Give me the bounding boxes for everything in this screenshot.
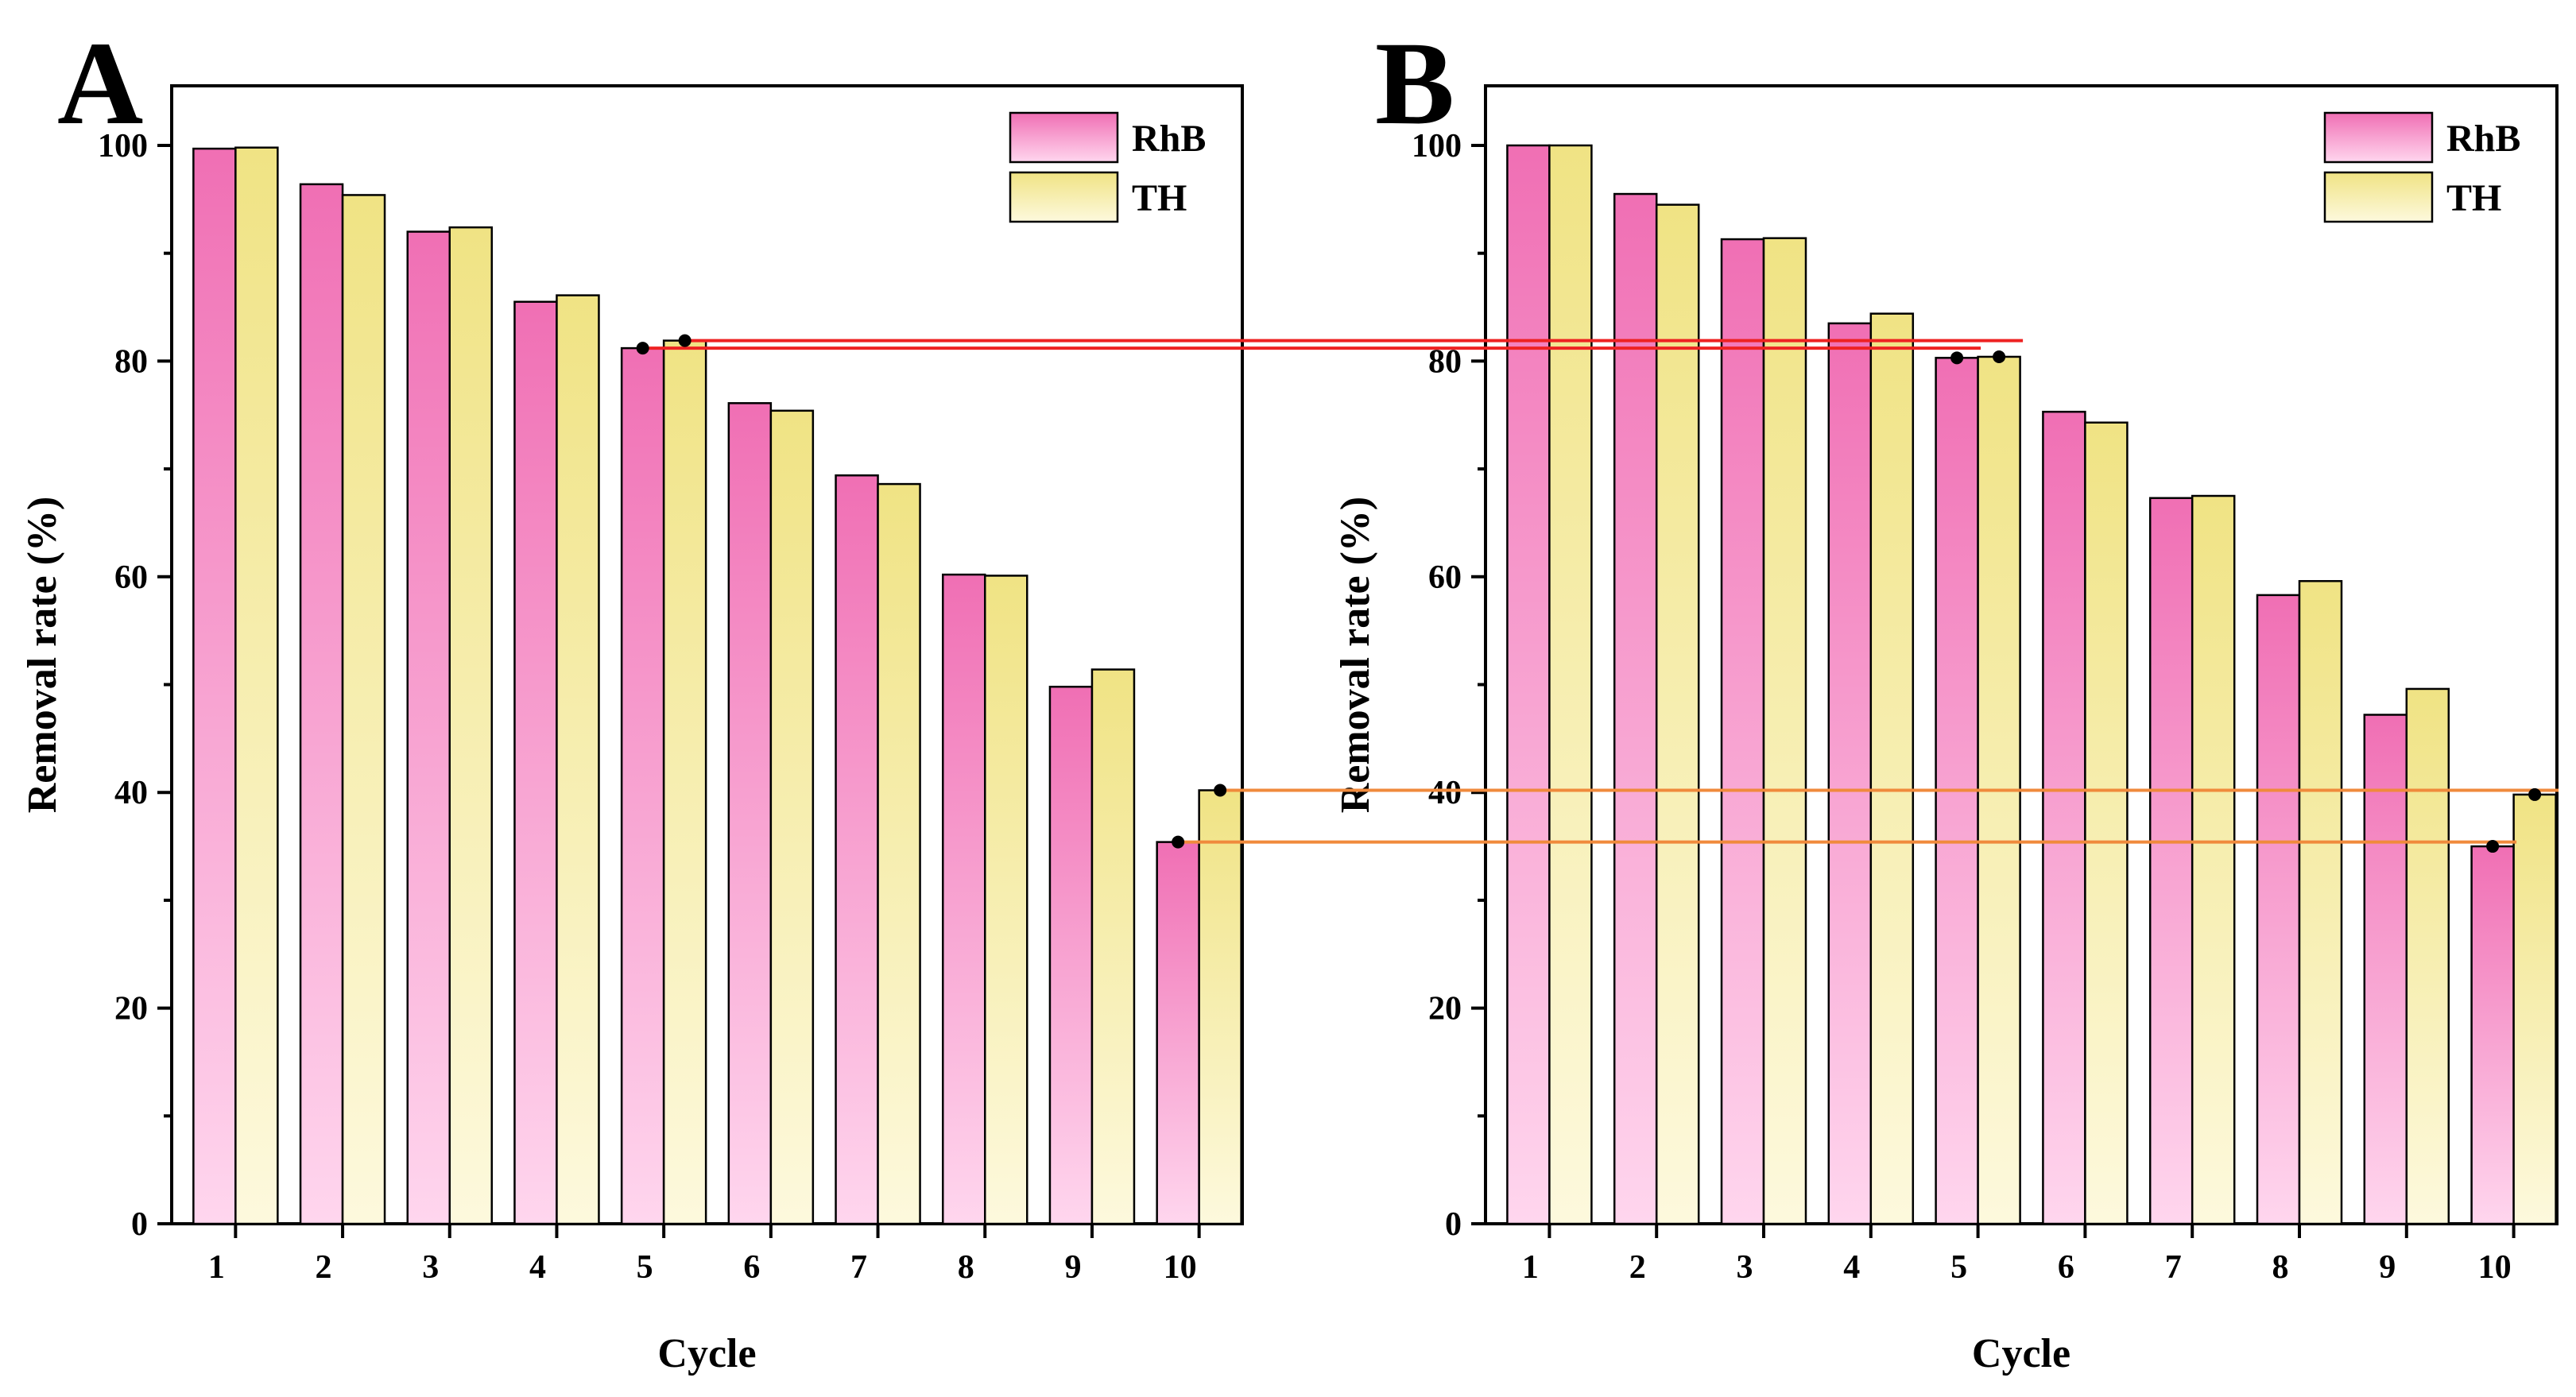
bar-rhb-cycle-7 bbox=[2148, 497, 2194, 1225]
bar-th-cycle-6 bbox=[2084, 421, 2129, 1225]
x-tick-label: 1 bbox=[1522, 1249, 1539, 1286]
panel-letter: B bbox=[1375, 17, 1455, 149]
x-tick-label: 1 bbox=[208, 1249, 225, 1286]
x-tick-label: 7 bbox=[850, 1249, 867, 1286]
y-tick-label: 60 bbox=[114, 559, 148, 596]
y-tick-label: 100 bbox=[1412, 128, 1462, 164]
bar-rhb-cycle-4 bbox=[1827, 322, 1873, 1225]
connector-dot bbox=[2528, 788, 2542, 801]
x-tick-label: 4 bbox=[1843, 1249, 1860, 1286]
bar-th-cycle-4 bbox=[1869, 312, 1915, 1225]
bar-rhb-cycle-2 bbox=[299, 183, 344, 1225]
bar-rhb-cycle-6 bbox=[727, 402, 773, 1225]
x-tick-label: 7 bbox=[2165, 1249, 2182, 1286]
bar-rhb-cycle-1 bbox=[192, 147, 237, 1225]
bar-rhb-cycle-8 bbox=[942, 573, 986, 1225]
y-axis-title: Removal rate (%) bbox=[20, 497, 65, 814]
bar-th-cycle-8 bbox=[2298, 579, 2343, 1225]
x-tick-label: 9 bbox=[2379, 1249, 2396, 1286]
bar-rhb-cycle-3 bbox=[1720, 238, 1765, 1225]
x-tick-label: 9 bbox=[1064, 1249, 1081, 1286]
x-axis-title: Cycle bbox=[657, 1331, 756, 1376]
legend-swatch-th bbox=[1009, 171, 1119, 223]
legend-label-rhb: RhB bbox=[2446, 118, 2520, 160]
connector-dot bbox=[1172, 835, 1185, 849]
y-tick-label: 40 bbox=[114, 775, 148, 811]
bar-th-cycle-5 bbox=[662, 339, 707, 1225]
x-tick-label: 3 bbox=[1737, 1249, 1753, 1286]
bar-th-cycle-4 bbox=[556, 294, 600, 1225]
bar-rhb-cycle-3 bbox=[406, 230, 451, 1225]
y-tick-label: 100 bbox=[98, 128, 148, 164]
x-tick-label: 4 bbox=[529, 1249, 546, 1286]
bar-th-cycle-6 bbox=[769, 409, 815, 1225]
bar-rhb-cycle-8 bbox=[2256, 594, 2301, 1225]
connector-dot bbox=[1214, 784, 1227, 797]
y-tick-label: 20 bbox=[114, 991, 148, 1027]
bar-th-cycle-9 bbox=[2405, 687, 2450, 1225]
bar-th-cycle-7 bbox=[2191, 494, 2236, 1225]
bar-th-cycle-2 bbox=[1655, 203, 1700, 1225]
y-tick-label: 60 bbox=[1428, 559, 1462, 596]
panel-letter: A bbox=[57, 17, 143, 149]
plot-frame bbox=[1484, 84, 2559, 1225]
x-tick-label: 2 bbox=[316, 1249, 332, 1286]
bar-th-cycle-7 bbox=[877, 482, 921, 1225]
legend-label-th: TH bbox=[2446, 177, 2501, 219]
bar-rhb-cycle-2 bbox=[1613, 192, 1658, 1225]
bar-rhb-cycle-6 bbox=[2042, 410, 2086, 1225]
bar-rhb-cycle-1 bbox=[1506, 144, 1551, 1225]
x-axis-title: Cycle bbox=[1972, 1331, 2070, 1376]
connector-lines bbox=[636, 334, 2559, 853]
connector-dot bbox=[1950, 351, 1964, 365]
legend-label-th: TH bbox=[1132, 177, 1187, 219]
bar-th-cycle-3 bbox=[448, 226, 493, 1225]
bar-rhb-cycle-9 bbox=[1048, 685, 1094, 1225]
bar-th-cycle-9 bbox=[1090, 668, 1136, 1225]
x-tick-label: 10 bbox=[1164, 1249, 1197, 1286]
legend-swatch-rhb bbox=[2323, 111, 2434, 164]
bar-rhb-cycle-7 bbox=[835, 474, 879, 1225]
y-tick-label: 40 bbox=[1428, 775, 1462, 811]
x-tick-label: 6 bbox=[743, 1249, 760, 1286]
bar-th-cycle-3 bbox=[1762, 237, 1807, 1225]
bar-rhb-cycle-10 bbox=[1156, 841, 1200, 1225]
y-axis-title: Removal rate (%) bbox=[1333, 497, 1378, 814]
bar-th-cycle-10 bbox=[2512, 793, 2557, 1225]
bar-th-cycle-1 bbox=[234, 146, 279, 1225]
legend-swatch-th bbox=[2323, 171, 2434, 223]
y-tick-label: 0 bbox=[1445, 1206, 1462, 1243]
plot-frame bbox=[170, 84, 1244, 1225]
panel-a: 0 20 40 60 80 100 1 2 3 4 5 6 7 8 9 10 Cycle Removal rate… bbox=[20, 17, 1244, 1376]
bar-rhb-cycle-5 bbox=[620, 346, 665, 1225]
y-tick-label: 20 bbox=[1428, 991, 1462, 1027]
connector-dot bbox=[1993, 350, 2006, 363]
bar-rhb-cycle-4 bbox=[513, 300, 558, 1225]
x-tick-label: 2 bbox=[1629, 1249, 1646, 1286]
y-tick-label: 0 bbox=[131, 1206, 148, 1243]
x-tick-label: 5 bbox=[1950, 1249, 1967, 1286]
bar-th-cycle-8 bbox=[984, 575, 1028, 1225]
connector-dot bbox=[678, 334, 691, 347]
x-tick-label: 10 bbox=[2478, 1249, 2512, 1286]
connector-dot bbox=[636, 342, 649, 355]
bar-th-cycle-1 bbox=[1548, 144, 1593, 1225]
connector-dot bbox=[2486, 840, 2500, 853]
x-tick-label: 8 bbox=[2272, 1249, 2289, 1286]
legend-label-rhb: RhB bbox=[1132, 118, 1206, 160]
bar-th-cycle-10 bbox=[1198, 789, 1242, 1225]
x-tick-label: 8 bbox=[958, 1249, 974, 1286]
x-tick-label: 6 bbox=[2058, 1249, 2074, 1286]
y-tick-label: 80 bbox=[114, 343, 148, 380]
legend-swatch-rhb bbox=[1009, 111, 1119, 164]
x-tick-label: 5 bbox=[637, 1249, 653, 1286]
x-tick-label: 3 bbox=[422, 1249, 439, 1286]
bar-th-cycle-2 bbox=[341, 194, 386, 1225]
bar-rhb-cycle-10 bbox=[2470, 845, 2515, 1225]
